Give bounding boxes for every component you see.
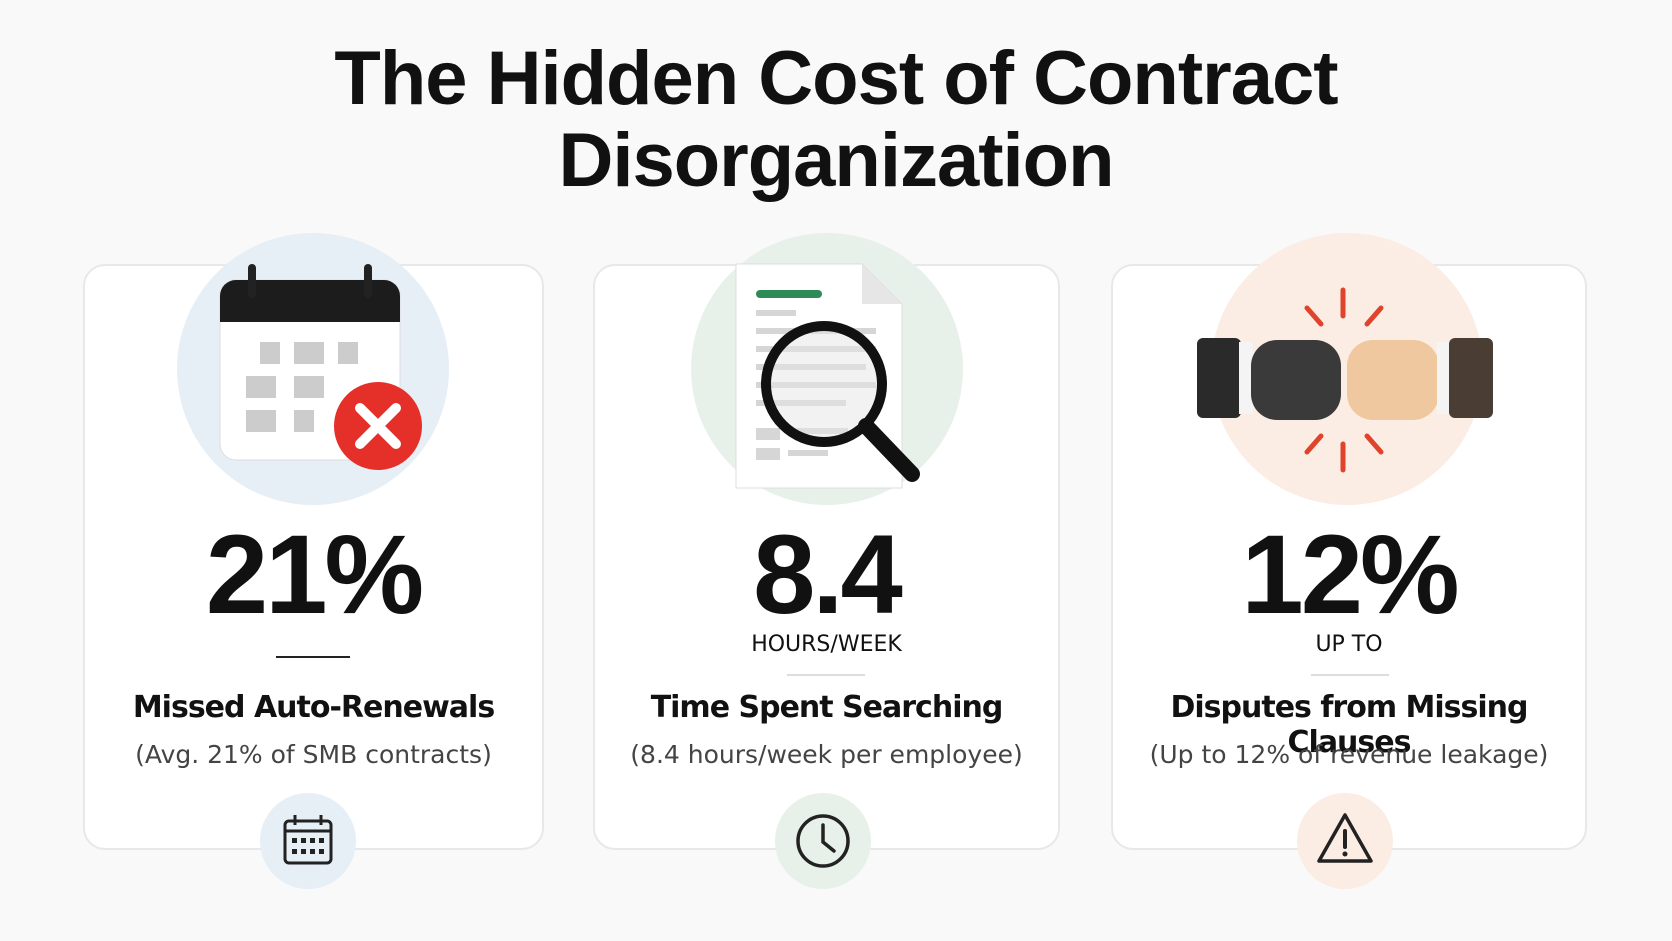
card-detail: (8.4 hours/week per employee) <box>630 740 1023 769</box>
divider <box>276 656 350 658</box>
fist-bump-icon <box>1197 287 1493 473</box>
divider <box>1311 674 1389 676</box>
card-heading: Missed Auto-Renewals <box>132 690 495 725</box>
document-search-icon <box>735 263 920 489</box>
card-heading: Disputes from Missing Clauses <box>1170 690 1529 760</box>
warning-badge <box>1297 793 1393 889</box>
stat-value: 12% <box>1241 512 1459 637</box>
calendar-icon <box>219 264 422 470</box>
card-detail: (Avg. 21% of SMB contracts) <box>135 740 492 769</box>
calendar-badge <box>260 793 356 889</box>
stat-value: 8.4 <box>753 512 903 637</box>
card-detail: (Up to 12% of revenue leakage) <box>1149 740 1549 769</box>
stat-unit: HOURS/WEEK <box>751 632 902 657</box>
clock-badge <box>775 793 871 889</box>
title: The Hidden Cost of Contract Disorganizat… <box>334 36 1338 203</box>
card-heading: Time Spent Searching <box>650 690 1004 725</box>
divider <box>787 674 865 676</box>
stat-value: 21% <box>205 512 424 637</box>
stat-unit: UP TO <box>1315 632 1383 657</box>
